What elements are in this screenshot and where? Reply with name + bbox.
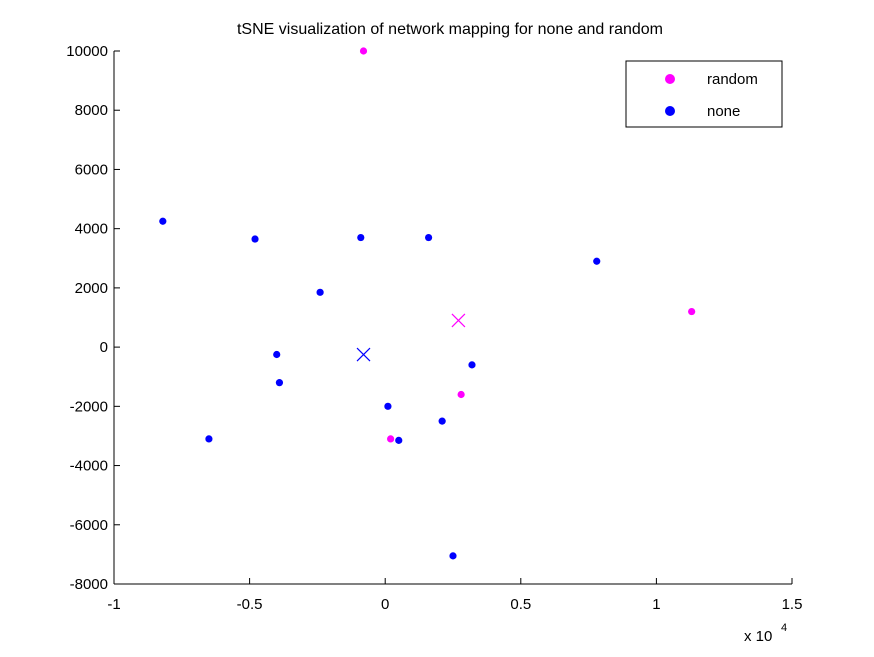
- data-point-none: [251, 235, 259, 243]
- data-point-none: [273, 350, 281, 359]
- data-point-none: [424, 233, 433, 242]
- x-tick-label: 0.5: [510, 596, 531, 613]
- data-point-none: [449, 552, 457, 560]
- y-tick-label: 4000: [75, 221, 108, 238]
- chart-title: tSNE visualization of network mapping fo…: [237, 21, 663, 38]
- y-tick-label: 2000: [75, 280, 108, 297]
- y-tick-label: 8000: [75, 102, 108, 119]
- legend-label-none: none: [707, 103, 740, 120]
- data-point-none: [316, 288, 324, 296]
- legend-box: [625, 60, 783, 128]
- y-tick-label: -6000: [70, 517, 108, 534]
- y-tick-label: -4000: [70, 458, 108, 475]
- data-point-none: [384, 402, 392, 410]
- data-point-none: [357, 233, 365, 242]
- y-tick-label: -8000: [70, 576, 108, 593]
- data-point-random: [359, 47, 368, 55]
- data-point-random: [387, 435, 395, 443]
- y-tick-label: 6000: [75, 161, 108, 178]
- centroid-marker-random: [451, 313, 466, 328]
- centroid-stroke: [356, 347, 371, 362]
- data-point-none: [593, 257, 601, 265]
- data-point-none: [205, 435, 213, 443]
- y-tick-label: 0: [100, 339, 108, 356]
- data-point-random: [457, 390, 465, 399]
- x-tick-label: 0: [381, 596, 389, 613]
- data-point-none: [159, 217, 167, 225]
- plot-area: [114, 51, 792, 584]
- legend-label-random: random: [707, 71, 758, 88]
- data-point-none: [438, 417, 446, 425]
- x-multiplier-exponent: 4: [781, 622, 787, 634]
- data-points: [159, 47, 696, 560]
- x-multiplier-label: x 10: [744, 628, 772, 645]
- centroid-stroke: [451, 313, 466, 328]
- data-point-none: [468, 361, 476, 369]
- axis-ticks: -1 -0.5 0 0.5 1 1.5 -8000 -6000 -4000 -2000 0 2000 4…: [66, 43, 802, 613]
- x-tick-label: -1: [107, 596, 120, 613]
- x-tick-label: -0.5: [237, 596, 263, 613]
- y-tick-label: 10000: [66, 43, 108, 60]
- x-tick-label: 1: [652, 596, 660, 613]
- y-tick-label: -2000: [70, 398, 108, 415]
- data-point-random: [688, 307, 696, 316]
- centroid-marker-none: [356, 347, 371, 362]
- x-multiplier: x 10 4: [744, 622, 787, 645]
- data-point-none: [275, 379, 284, 387]
- data-point-none: [395, 436, 403, 444]
- legend-marker-none: [665, 106, 675, 116]
- legend: random none: [625, 60, 783, 128]
- legend-marker-random: [665, 74, 675, 84]
- x-tick-label: 1.5: [782, 596, 803, 613]
